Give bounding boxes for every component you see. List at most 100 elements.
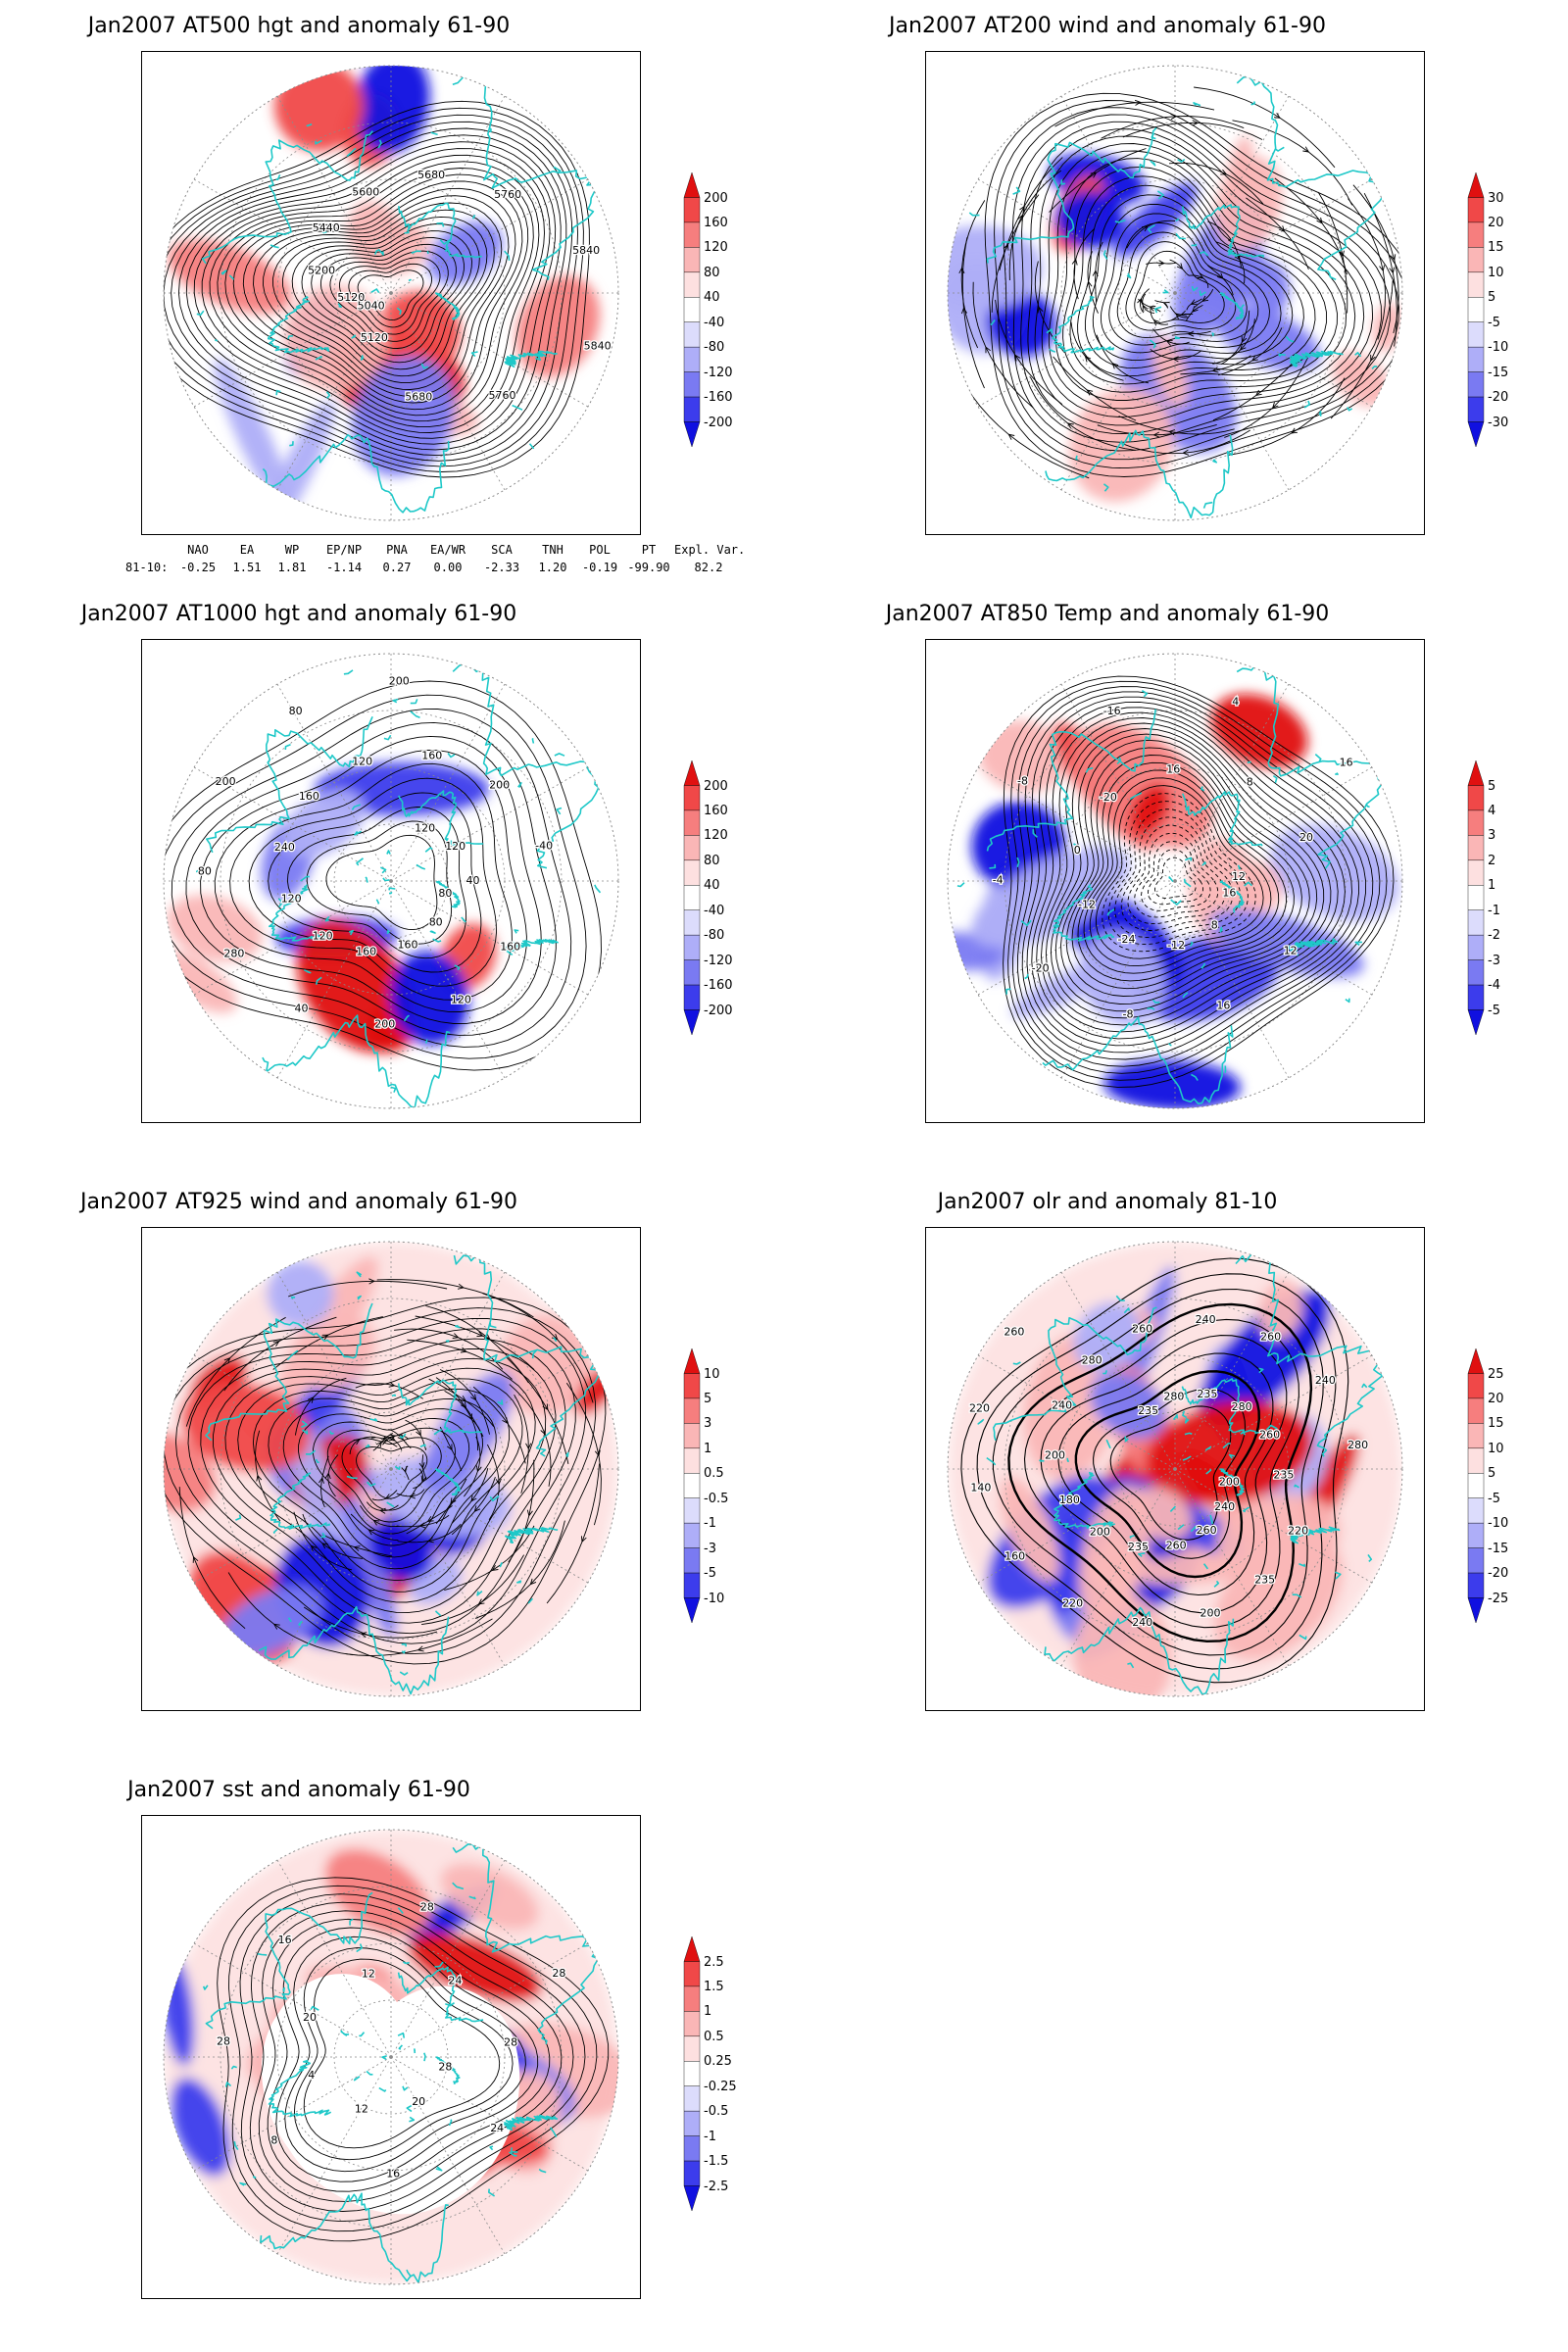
colorbar-tick-label: 3 — [1488, 828, 1496, 844]
anomaly-blob — [427, 221, 503, 284]
contour-label: 12 — [362, 1968, 375, 1981]
colorbar-tick-label: 3 — [704, 1416, 712, 1432]
colorbar-svg — [683, 1936, 701, 2211]
colorbar-tick-label: -3 — [1488, 953, 1500, 968]
index-header: PNA — [386, 543, 408, 557]
colorbar-bin — [683, 2011, 701, 2037]
colorbar-bin — [1467, 172, 1485, 198]
panel-at925: Jan2007 AT925 wind and anomaly 61-90 10 5… — [0, 1176, 784, 1764]
colorbar-bin — [1467, 1348, 1485, 1374]
contour-label: 5840 — [572, 244, 600, 257]
contour-label: 240 — [1196, 1313, 1216, 1326]
contour-label: 220 — [1288, 1525, 1308, 1538]
contour-label: 4 — [308, 2069, 315, 2082]
anomaly-blob — [1000, 1477, 1059, 1583]
contour-lines — [217, 1877, 610, 2242]
anomaly-blob — [1215, 156, 1283, 251]
anomaly-blob — [1258, 1280, 1302, 1340]
contour-label: 120 — [415, 821, 435, 834]
contour-label: 160 — [398, 939, 418, 952]
colorbar-tick-label: -0.5 — [704, 1491, 729, 1506]
contour-label: 28 — [438, 2061, 452, 2074]
panel-title: Jan2007 AT1000 hgt and anomaly 61-90 — [80, 602, 517, 626]
polar-map-at925 — [141, 1227, 641, 1711]
contour-label: -12 — [1078, 899, 1096, 911]
contour-label: 120 — [281, 892, 302, 905]
anomaly-blob — [1078, 1486, 1151, 1622]
contour-label: 12 — [1232, 870, 1246, 883]
colorbar-tick-label: 80 — [704, 853, 720, 868]
anomaly-shading — [164, 762, 497, 1054]
colorbar-bin — [1467, 959, 1485, 986]
panel-title: Jan2007 AT500 hgt and anomaly 61-90 — [87, 14, 511, 38]
colorbar-bin — [1467, 859, 1485, 886]
colorbar-bin — [683, 885, 701, 910]
anomaly-blob — [354, 66, 430, 154]
contour-label: 200 — [374, 1017, 395, 1030]
colorbar-bin — [1467, 909, 1485, 936]
colorbar-tick-label: -5 — [704, 1566, 716, 1582]
panel-at500: Jan2007 AT500 hgt and anomaly 61-90 5840… — [0, 0, 784, 588]
colorbar-svg — [683, 1348, 701, 1623]
colorbar-tick-label: 5 — [1488, 778, 1496, 794]
anomaly-blob — [214, 358, 293, 515]
contour-lines — [984, 92, 1402, 477]
contour-label: 160 — [1004, 1550, 1025, 1563]
colorbar-olr: 25 20 15 10 5 -5 -10 -15 -20 -25 — [1466, 1348, 1525, 1623]
colorbar-tick-label: 160 — [704, 215, 728, 230]
colorbar-bin — [683, 2135, 701, 2162]
coastlines — [968, 75, 1386, 519]
contour-label: 16 — [1216, 999, 1230, 1011]
colorbar-bin — [683, 172, 701, 198]
colorbar-bin — [683, 2110, 701, 2136]
colorbar-bin — [1467, 835, 1485, 861]
colorbar-tick-label: -160 — [704, 390, 733, 406]
colorbar-bin — [1467, 1547, 1485, 1574]
contour-label: 260 — [1260, 1331, 1281, 1344]
index-row-label: 81-10: — [125, 561, 169, 574]
colorbar-tick-label: -5 — [1488, 1491, 1500, 1506]
coastlines — [205, 1250, 601, 1695]
anomaly-blob — [1068, 387, 1174, 502]
colorbar-svg — [1467, 1348, 1485, 1623]
hemisphere-boundary — [947, 65, 1403, 521]
contour-lines — [164, 680, 602, 1071]
colorbar-svg — [683, 172, 701, 447]
anomaly-blob — [282, 790, 366, 858]
colorbar-bin — [683, 859, 701, 886]
contour-label: 5040 — [358, 300, 385, 313]
colorbar-at500: 200 160 120 80 40 -40 -80 -120 -160 -200 — [682, 172, 741, 447]
contour-label: 280 — [1232, 1400, 1252, 1413]
anomaly-shading — [948, 135, 1402, 502]
colorbar-bin — [683, 2085, 701, 2112]
contour-label: -8 — [1017, 774, 1028, 787]
polar-map-olr: 200 220 240 235 260 200 260 240 235 220 200 160 180 1… — [925, 1227, 1425, 1711]
contour-label: -16 — [1103, 705, 1121, 717]
polar-stereographic-svg: 16 12 8 16 -12 -8 -24 -20 -12 -4 0 -8 -20 -16 16 4 8 16 20… — [947, 653, 1403, 1109]
contour-label: 80 — [198, 864, 212, 877]
contour-label: 16 — [1340, 756, 1353, 768]
contour-label: 20 — [303, 2011, 317, 2024]
contour-label: 40 — [295, 1003, 309, 1015]
colorbar-tick-label: -2 — [1488, 928, 1500, 944]
polar-stereographic-svg — [947, 65, 1403, 521]
contour-label: 280 — [223, 948, 244, 960]
colorbar-bin — [683, 1348, 701, 1374]
colorbar-tick-label: -2.5 — [704, 2179, 729, 2194]
contour-label: -40 — [535, 839, 553, 852]
panel-title: Jan2007 AT925 wind and anomaly 61-90 — [80, 1190, 517, 1214]
graticule — [948, 654, 1402, 1108]
colorbar-tick-label: -3 — [704, 1541, 716, 1556]
colorbar-bin — [1467, 271, 1485, 298]
coastlines — [977, 1249, 1384, 1695]
index-value: 0.27 — [382, 561, 412, 574]
anomaly-blob — [352, 356, 456, 476]
colorbar-tick-label: -120 — [704, 365, 733, 380]
colorbar-tick-label: -200 — [704, 415, 733, 430]
contour-label: 140 — [970, 1482, 991, 1494]
anomaly-blob — [971, 847, 1130, 949]
contour-lines — [1003, 675, 1395, 1088]
contour-lines — [164, 1297, 607, 1665]
colorbar-tick-label: -20 — [1488, 1566, 1509, 1582]
colorbar-bin — [1467, 297, 1485, 322]
